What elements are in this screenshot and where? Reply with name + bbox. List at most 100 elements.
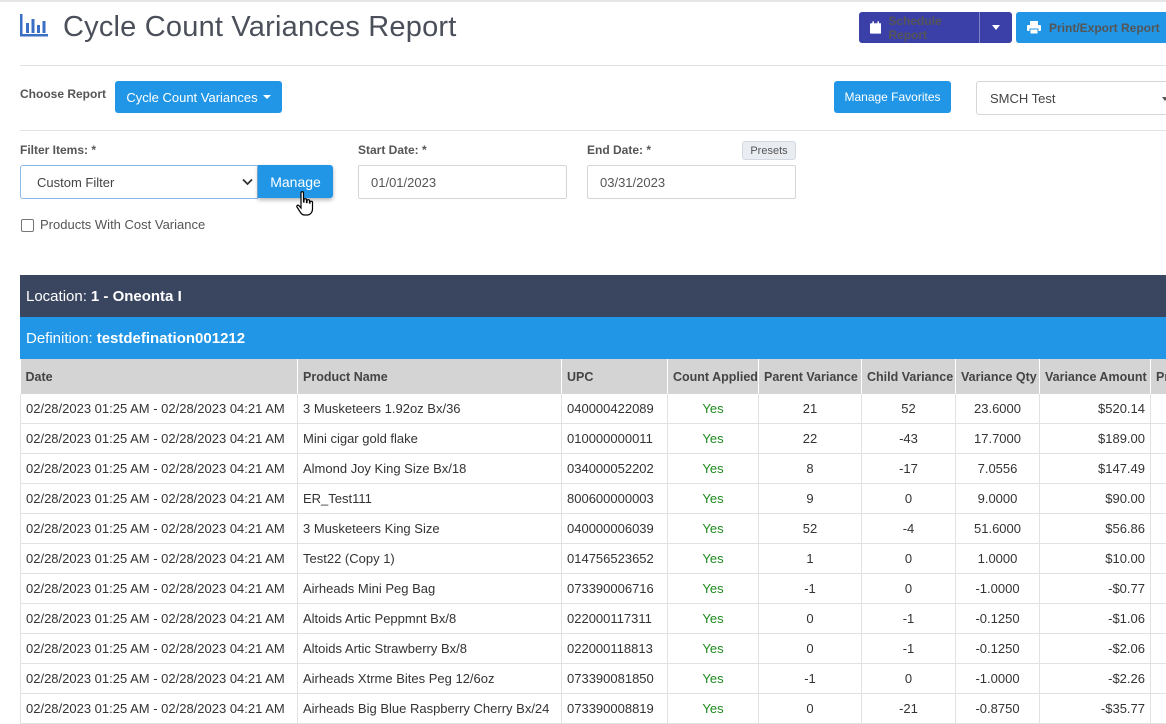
date-cell: 02/28/2023 01:25 AM - 02/28/2023 04:21 A…	[21, 664, 298, 694]
product-name-cell: Test22 (Copy 1)	[298, 544, 562, 574]
product-name-cell: 3 Musketeers 1.92oz Bx/36	[298, 394, 562, 424]
product-name-cell: 3 Musketeers King Size	[298, 514, 562, 544]
column-header-count-applied[interactable]: Count Applied	[668, 359, 759, 394]
start-date-input[interactable]: 01/01/2023	[358, 165, 567, 199]
date-cell: 02/28/2023 01:25 AM - 02/28/2023 04:21 A…	[21, 424, 298, 454]
table-row[interactable]: 02/28/2023 01:25 AM - 02/28/2023 04:21 A…	[21, 544, 1166, 574]
variance-qty-cell: 51.6000	[956, 514, 1040, 544]
upc-cell: 014756523652	[562, 544, 668, 574]
date-cell: 02/28/2023 01:25 AM - 02/28/2023 04:21 A…	[21, 604, 298, 634]
table-row[interactable]: 02/28/2023 01:25 AM - 02/28/2023 04:21 A…	[21, 574, 1166, 604]
date-cell: 02/28/2023 01:25 AM - 02/28/2023 04:21 A…	[21, 634, 298, 664]
pr-cell	[1151, 694, 1166, 724]
schedule-report-button[interactable]: Schedule Report	[859, 12, 1012, 43]
variance-amount-cell: $56.86	[1040, 514, 1151, 544]
upc-cell: 073390006716	[562, 574, 668, 604]
filter-items-select[interactable]: Custom Filter	[20, 165, 258, 199]
end-date-input[interactable]: 03/31/2023	[587, 165, 796, 199]
variance-amount-cell: $147.49	[1040, 454, 1151, 484]
product-name-cell: Almond Joy King Size Bx/18	[298, 454, 562, 484]
manage-favorites-button[interactable]: Manage Favorites	[834, 81, 951, 113]
variance-amount-cell: $189.00	[1040, 424, 1151, 454]
definition-header: Definition: testdefination001212	[20, 317, 1166, 359]
product-name-cell: Altoids Artic Strawberry Bx/8	[298, 634, 562, 664]
pr-cell	[1151, 394, 1166, 424]
table-row[interactable]: 02/28/2023 01:25 AM - 02/28/2023 04:21 A…	[21, 484, 1166, 514]
bar-chart-icon	[19, 14, 49, 38]
table-row[interactable]: 02/28/2023 01:25 AM - 02/28/2023 04:21 A…	[21, 424, 1166, 454]
column-header-child-variance[interactable]: Child Variance	[862, 359, 956, 394]
count-applied-cell: Yes	[668, 634, 759, 664]
product-name-cell: Airheads Xtrme Bites Peg 12/6oz	[298, 664, 562, 694]
parent-variance-cell: -1	[759, 664, 862, 694]
column-header-pr[interactable]: Pr	[1151, 359, 1166, 394]
table-row[interactable]: 02/28/2023 01:25 AM - 02/28/2023 04:21 A…	[21, 394, 1166, 424]
variance-qty-cell: 1.0000	[956, 544, 1040, 574]
date-cell: 02/28/2023 01:25 AM - 02/28/2023 04:21 A…	[21, 454, 298, 484]
divider	[20, 65, 1166, 66]
variance-amount-cell: -$1.06	[1040, 604, 1151, 634]
table-row[interactable]: 02/28/2023 01:25 AM - 02/28/2023 04:21 A…	[21, 634, 1166, 664]
parent-variance-cell: -1	[759, 574, 862, 604]
print-export-button[interactable]: Print/Export Report	[1016, 12, 1166, 43]
column-header-variance-qty[interactable]: Variance Qty	[956, 359, 1040, 394]
schedule-dropdown-toggle[interactable]	[979, 12, 1012, 43]
cost-variance-checkbox[interactable]	[21, 219, 34, 232]
child-variance-cell: -43	[862, 424, 956, 454]
pr-cell	[1151, 664, 1166, 694]
table-row[interactable]: 02/28/2023 01:25 AM - 02/28/2023 04:21 A…	[21, 454, 1166, 484]
count-applied-cell: Yes	[668, 664, 759, 694]
child-variance-cell: -17	[862, 454, 956, 484]
variance-amount-cell: -$35.77	[1040, 694, 1151, 724]
report-select-button[interactable]: Cycle Count Variances	[115, 81, 282, 113]
count-applied-cell: Yes	[668, 484, 759, 514]
upc-cell: 800600000003	[562, 484, 668, 514]
pr-cell	[1151, 454, 1166, 484]
cost-variance-label: Products With Cost Variance	[40, 217, 205, 232]
variance-amount-cell: -$2.26	[1040, 664, 1151, 694]
end-date-label: End Date: *	[587, 143, 651, 157]
column-header-date[interactable]: Date	[21, 359, 298, 394]
product-name-cell: Mini cigar gold flake	[298, 424, 562, 454]
choose-report-label: Choose Report	[20, 87, 106, 101]
count-applied-cell: Yes	[668, 544, 759, 574]
caret-down-icon	[1162, 97, 1166, 101]
table-row[interactable]: 02/28/2023 01:25 AM - 02/28/2023 04:21 A…	[21, 514, 1166, 544]
upc-cell: 022000118813	[562, 634, 668, 664]
column-header-product-name[interactable]: Product Name	[298, 359, 562, 394]
child-variance-cell: -1	[862, 634, 956, 664]
variance-amount-cell: $10.00	[1040, 544, 1151, 574]
printer-icon	[1027, 21, 1041, 34]
table-row[interactable]: 02/28/2023 01:25 AM - 02/28/2023 04:21 A…	[21, 664, 1166, 694]
top-border	[0, 0, 1166, 2]
definition-prefix: Definition:	[26, 330, 93, 347]
product-name-cell: Airheads Big Blue Raspberry Cherry Bx/24	[298, 694, 562, 724]
count-applied-cell: Yes	[668, 514, 759, 544]
pr-cell	[1151, 484, 1166, 514]
column-header-upc[interactable]: UPC	[562, 359, 668, 394]
pr-cell	[1151, 604, 1166, 634]
report-select-label: Cycle Count Variances	[126, 90, 257, 105]
table-row[interactable]: 02/28/2023 01:25 AM - 02/28/2023 04:21 A…	[21, 604, 1166, 634]
variance-amount-cell: $520.14	[1040, 394, 1151, 424]
upc-cell: 010000000011	[562, 424, 668, 454]
hand-cursor-icon	[295, 191, 317, 217]
location-value: 1 - Oneonta I	[91, 288, 182, 305]
calendar-icon	[870, 21, 881, 34]
table-row[interactable]: 02/28/2023 01:25 AM - 02/28/2023 04:21 A…	[21, 694, 1166, 724]
variance-qty-cell: -0.1250	[956, 634, 1040, 664]
child-variance-cell: 0	[862, 484, 956, 514]
column-header-parent-variance[interactable]: Parent Variance	[759, 359, 862, 394]
pr-cell	[1151, 514, 1166, 544]
variance-qty-cell: -1.0000	[956, 574, 1040, 604]
parent-variance-cell: 9	[759, 484, 862, 514]
date-cell: 02/28/2023 01:25 AM - 02/28/2023 04:21 A…	[21, 484, 298, 514]
count-applied-cell: Yes	[668, 694, 759, 724]
column-header-variance-amount[interactable]: Variance Amount	[1040, 359, 1151, 394]
date-cell: 02/28/2023 01:25 AM - 02/28/2023 04:21 A…	[21, 394, 298, 424]
store-select[interactable]: SMCH Test	[976, 81, 1166, 115]
pr-cell	[1151, 634, 1166, 664]
presets-button[interactable]: Presets	[742, 141, 796, 160]
page-title: Cycle Count Variances Report	[63, 11, 457, 44]
